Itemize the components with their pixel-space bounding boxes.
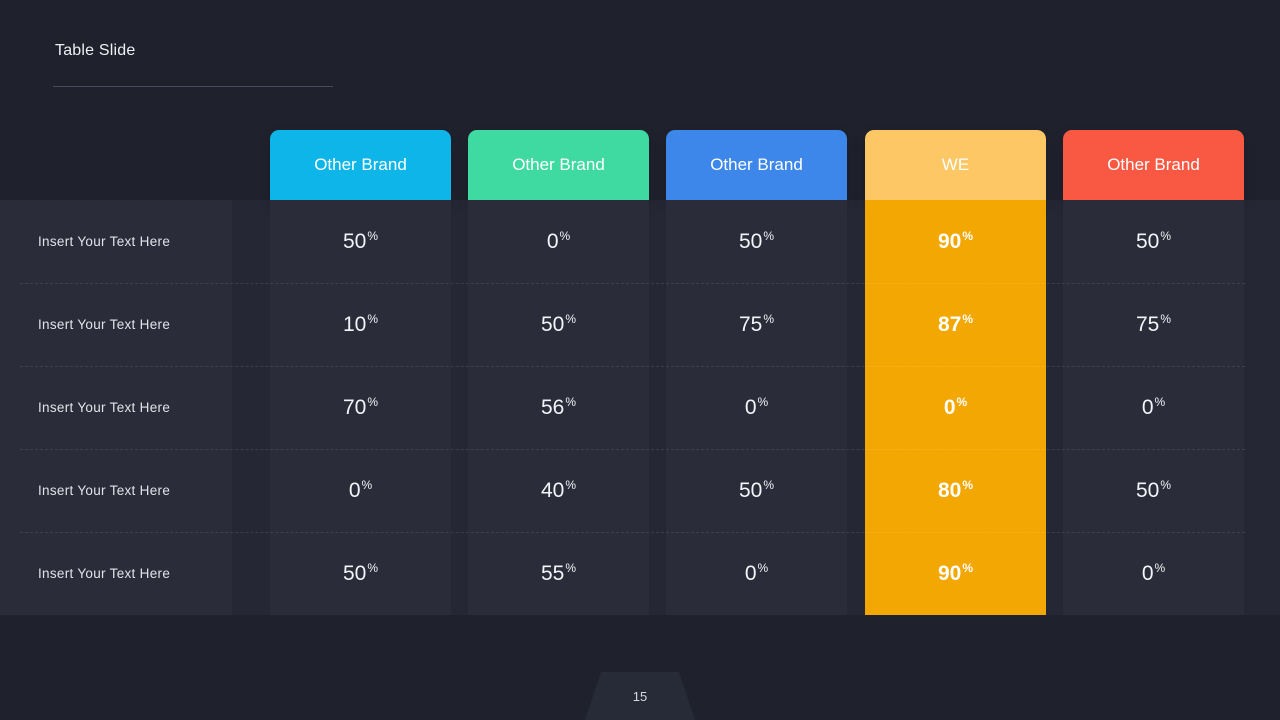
column-header-label: Other Brand bbox=[1107, 155, 1200, 174]
column-body: 50% 75% 0% 50% 0% bbox=[666, 200, 847, 615]
table-cell: 75% bbox=[1135, 311, 1172, 336]
table-cell: 0% bbox=[348, 477, 373, 502]
table-cell: 50% bbox=[342, 228, 379, 253]
table-cell: 40% bbox=[540, 477, 577, 502]
column-header: Other Brand bbox=[666, 130, 847, 200]
page-number-tab: 15 bbox=[585, 672, 695, 720]
row-label: Insert Your Text Here bbox=[38, 566, 171, 581]
table-cell: 50% bbox=[1135, 477, 1172, 502]
column-header: Other Brand bbox=[1063, 130, 1244, 200]
table-cell: 50% bbox=[342, 560, 379, 585]
table-cell: 56% bbox=[540, 394, 577, 419]
column-header-label: WE bbox=[941, 155, 970, 174]
table-cell: 0% bbox=[744, 560, 769, 585]
table-cell: 0% bbox=[546, 228, 571, 253]
column-header-label: Other Brand bbox=[710, 155, 803, 174]
row-separator bbox=[20, 449, 1245, 450]
table-cell: 50% bbox=[540, 311, 577, 336]
table-cell: 10% bbox=[342, 311, 379, 336]
column-we: WE 90% 87% 0% 80% 90% bbox=[865, 130, 1046, 615]
row-label: Insert Your Text Here bbox=[38, 234, 171, 249]
row-label: Insert Your Text Here bbox=[38, 400, 171, 415]
table-cell: 50% bbox=[738, 477, 775, 502]
page-number: 15 bbox=[632, 688, 648, 704]
table-cell: 80% bbox=[937, 477, 974, 502]
table-cell: 55% bbox=[540, 560, 577, 585]
column-other-brand-4: Other Brand 50% 75% 0% 50% 0% bbox=[1063, 130, 1244, 615]
table-cell: 50% bbox=[738, 228, 775, 253]
table-cell: 0% bbox=[1141, 560, 1166, 585]
column-other-brand-3: Other Brand 50% 75% 0% 50% 0% bbox=[666, 130, 847, 615]
column-body: 50% 75% 0% 50% 0% bbox=[1063, 200, 1244, 615]
table-cell: 87% bbox=[937, 311, 974, 336]
table-cell: 90% bbox=[937, 228, 974, 253]
column-header-label: Other Brand bbox=[314, 155, 407, 174]
column-header: WE bbox=[865, 130, 1046, 200]
column-body: 0% 50% 56% 40% 55% bbox=[468, 200, 649, 615]
row-separator bbox=[20, 283, 1245, 284]
table-cell: 0% bbox=[943, 394, 968, 419]
column-body: 50% 10% 70% 0% 50% bbox=[270, 200, 451, 615]
table-cell: 0% bbox=[1141, 394, 1166, 419]
column-other-brand-1: Other Brand 50% 10% 70% 0% 50% bbox=[270, 130, 451, 615]
row-label: Insert Your Text Here bbox=[38, 317, 171, 332]
column-header-label: Other Brand bbox=[512, 155, 605, 174]
column-other-brand-2: Other Brand 0% 50% 56% 40% 55% bbox=[468, 130, 649, 615]
row-separator bbox=[20, 366, 1245, 367]
row-separator bbox=[20, 532, 1245, 533]
table-cell: 0% bbox=[744, 394, 769, 419]
column-body-highlighted: 90% 87% 0% 80% 90% bbox=[865, 200, 1046, 615]
row-labels-panel: Insert Your Text Here Insert Your Text H… bbox=[0, 200, 232, 615]
table-cell: 75% bbox=[738, 311, 775, 336]
table-cell: 70% bbox=[342, 394, 379, 419]
column-header: Other Brand bbox=[468, 130, 649, 200]
title-underline bbox=[53, 86, 333, 87]
table-cell: 90% bbox=[937, 560, 974, 585]
row-label: Insert Your Text Here bbox=[38, 483, 171, 498]
page-title: Table Slide bbox=[55, 42, 136, 59]
column-header: Other Brand bbox=[270, 130, 451, 200]
table-cell: 50% bbox=[1135, 228, 1172, 253]
